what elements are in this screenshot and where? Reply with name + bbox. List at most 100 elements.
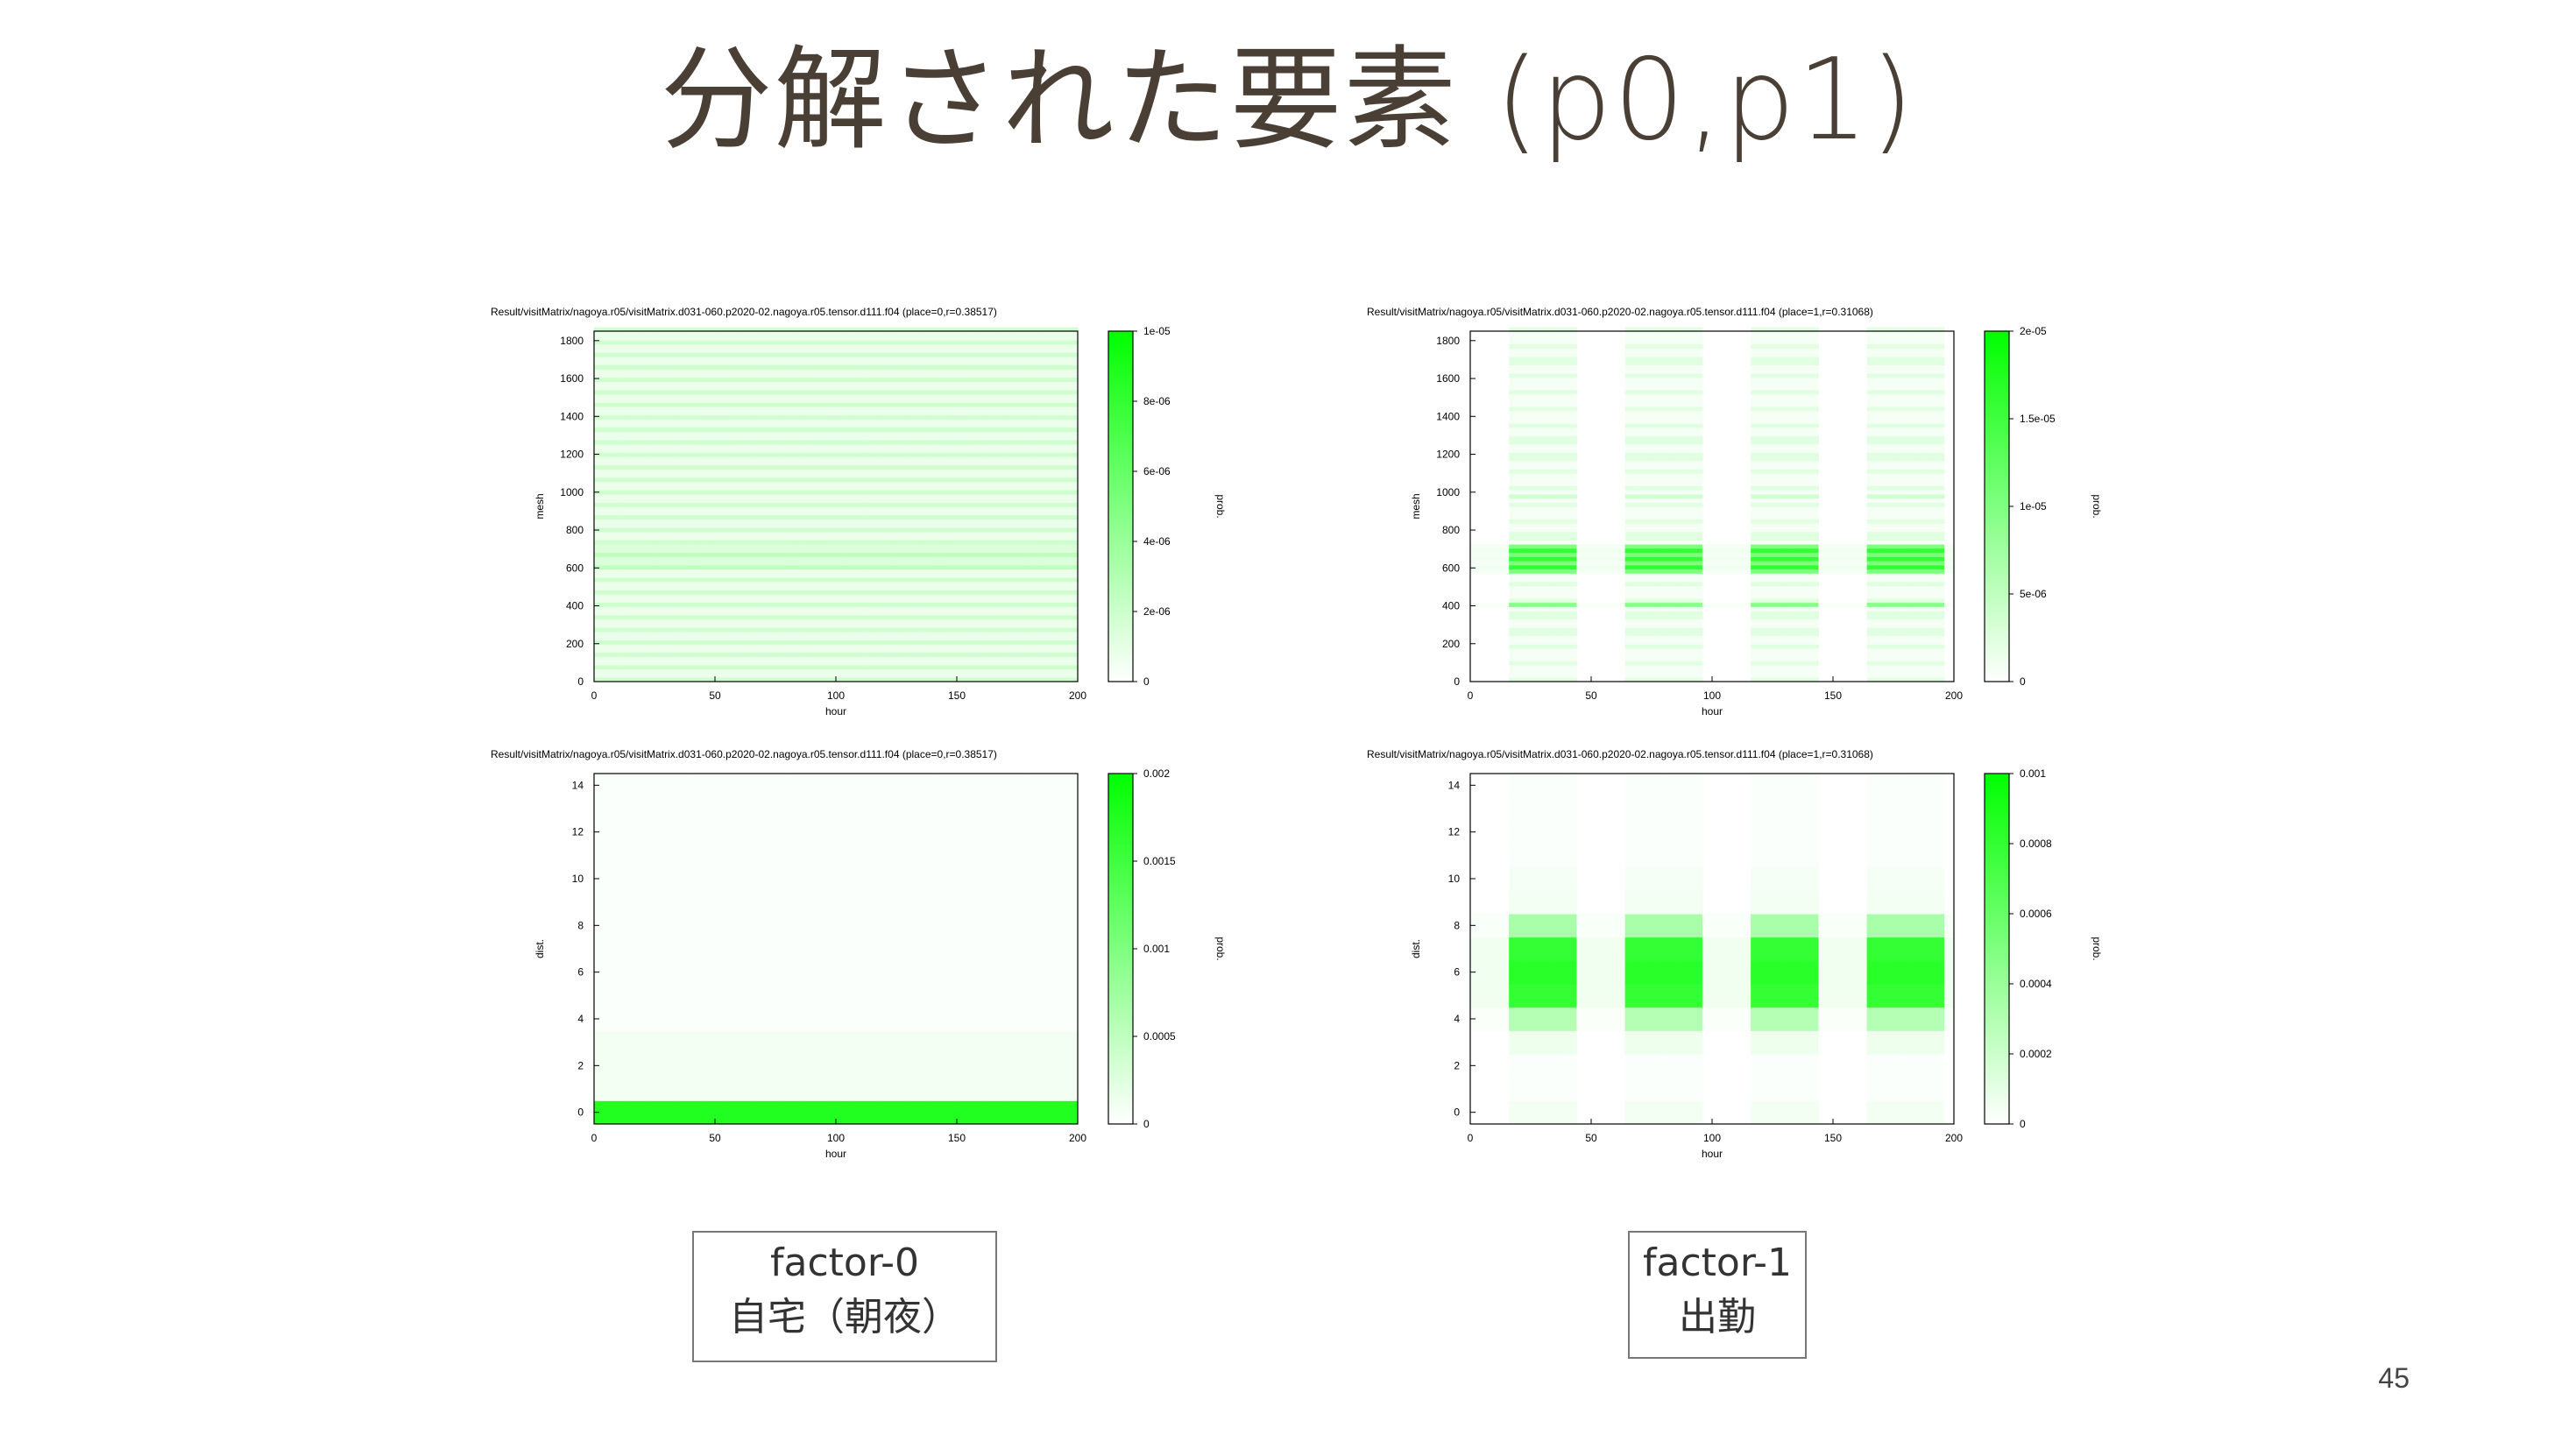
heatmap-cell — [1019, 406, 1030, 412]
heatmap-cell — [1615, 564, 1626, 570]
heatmap-cell — [894, 343, 904, 349]
heatmap-cell — [952, 443, 963, 449]
heatmap-cell — [1067, 564, 1079, 570]
heatmap-cell — [932, 661, 943, 666]
heatmap-cell — [594, 548, 605, 554]
heatmap-cell — [652, 493, 662, 499]
heatmap-cell — [923, 614, 933, 620]
heatmap-cell — [923, 356, 933, 362]
heatmap-cell — [1480, 569, 1490, 574]
heatmap-cell — [932, 527, 943, 533]
heatmap-cell — [836, 360, 846, 365]
heatmap-cell — [1567, 552, 1577, 557]
heatmap-cell — [942, 673, 952, 678]
heatmap-cell — [1567, 398, 1577, 403]
heatmap-cell — [633, 506, 643, 512]
heatmap-cell — [874, 493, 885, 499]
heatmap-cell — [1019, 590, 1030, 595]
heatmap-cell — [865, 452, 875, 457]
heatmap-cell — [690, 514, 701, 520]
heatmap-cell — [1547, 673, 1558, 678]
heatmap-cell — [642, 431, 653, 436]
heatmap-cell — [710, 406, 721, 412]
heatmap-cell — [894, 590, 904, 595]
heatmap-cell — [719, 385, 731, 391]
heatmap-cell — [796, 352, 808, 357]
heatmap-cell — [1509, 631, 1519, 637]
heatmap-cell — [1528, 498, 1539, 503]
heatmap-cell — [700, 523, 711, 528]
heatmap-cell — [942, 577, 952, 583]
heatmap-cell — [1009, 647, 1021, 654]
heatmap-cell — [1557, 398, 1568, 403]
heatmap-cell — [662, 406, 672, 412]
heatmap-cell — [816, 590, 827, 595]
heatmap-cell — [1547, 611, 1558, 616]
heatmap-cell — [1547, 581, 1558, 587]
heatmap-cell — [777, 464, 789, 470]
heatmap-cell — [836, 390, 846, 395]
heatmap-cell — [604, 414, 614, 420]
heatmap-cell — [796, 614, 808, 620]
heatmap-cell — [729, 360, 740, 365]
heatmap-cell — [971, 635, 982, 640]
heatmap-cell — [1029, 381, 1040, 386]
heatmap-cell — [816, 519, 827, 524]
heatmap-cell — [952, 331, 963, 336]
heatmap-cell — [894, 339, 904, 345]
heatmap-cell — [681, 510, 691, 516]
heatmap-cell — [768, 406, 779, 412]
heatmap-cell — [816, 356, 827, 362]
heatmap-cell — [1509, 585, 1519, 590]
heatmap-cell — [1009, 390, 1021, 395]
heatmap-cell — [816, 527, 827, 533]
heatmap-cell — [613, 581, 624, 587]
heatmap-cell — [952, 564, 963, 570]
heatmap-cell — [604, 519, 614, 524]
heatmap-cell — [952, 402, 963, 407]
heatmap-cell — [613, 460, 624, 466]
heatmap-cell — [1000, 360, 1011, 365]
heatmap-cell — [1538, 423, 1548, 428]
heatmap-cell — [652, 464, 662, 470]
heatmap-cell — [1518, 431, 1529, 436]
heatmap-cell — [1019, 656, 1030, 661]
heatmap-cell — [748, 618, 760, 624]
heatmap-cell — [662, 673, 672, 678]
heatmap-cell — [594, 602, 605, 607]
heatmap-cell — [662, 352, 672, 357]
heatmap-cell — [777, 356, 789, 362]
heatmap-cell — [1624, 635, 1636, 640]
heatmap-cell — [806, 652, 817, 657]
heatmap-cell — [932, 435, 943, 441]
heatmap-cell — [623, 402, 633, 407]
heatmap-cell — [787, 652, 798, 657]
heatmap-cell — [710, 385, 721, 391]
heatmap-cell — [748, 627, 760, 633]
heatmap-cell — [884, 423, 895, 428]
heatmap-cell — [1509, 398, 1519, 403]
heatmap-cell — [1567, 431, 1577, 436]
heatmap-cell — [874, 623, 885, 628]
heatmap-cell — [1067, 614, 1079, 620]
heatmap-cell — [604, 668, 614, 674]
heatmap-cell — [816, 352, 827, 357]
heatmap-cell — [719, 656, 731, 661]
heatmap-cell — [1528, 435, 1539, 441]
heatmap-cell — [913, 369, 924, 374]
heatmap-cell — [961, 581, 973, 587]
heatmap-cell — [961, 647, 973, 654]
heatmap-cell — [633, 473, 643, 478]
heatmap-cell — [1029, 590, 1040, 595]
heatmap-cell — [787, 556, 798, 562]
heatmap-cell — [700, 527, 711, 533]
heatmap-cell — [1000, 331, 1011, 336]
heatmap-cell — [796, 381, 808, 386]
heatmap-cell — [1528, 502, 1539, 507]
heatmap-cell — [1518, 506, 1529, 512]
heatmap-cell — [1528, 552, 1539, 557]
heatmap-cell — [796, 373, 808, 378]
heatmap-cell — [923, 398, 933, 403]
heatmap-cell — [825, 527, 837, 533]
heatmap-cell — [681, 485, 691, 491]
